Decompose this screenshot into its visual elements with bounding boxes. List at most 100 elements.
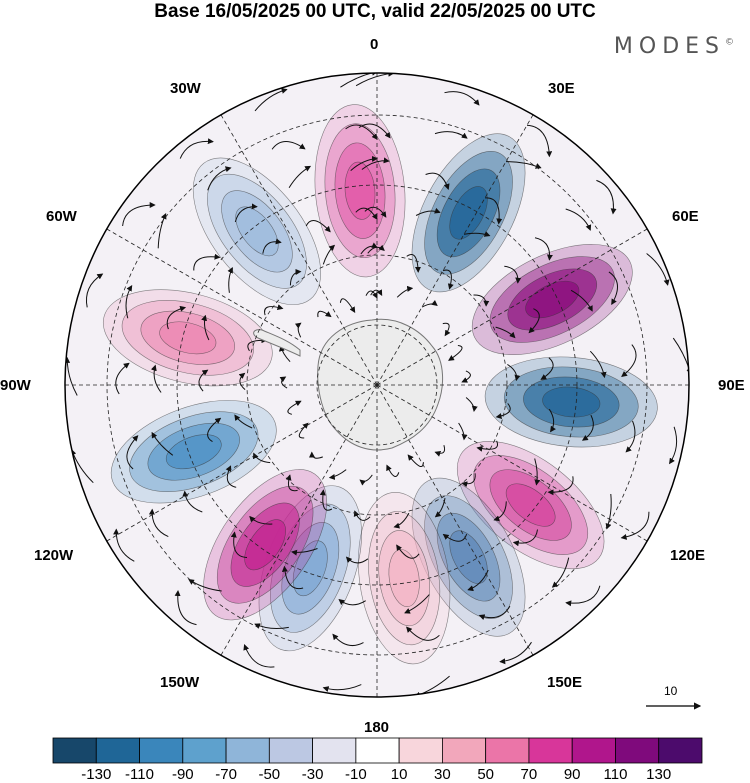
lon-label-90w: 90W <box>0 377 31 394</box>
streamline-42 <box>322 244 336 265</box>
colorbar-swatch-7 <box>355 737 400 764</box>
streamline-16 <box>279 376 288 389</box>
streamline-94 <box>625 420 636 453</box>
streamline-101 <box>188 579 222 592</box>
streamline-36 <box>252 452 271 464</box>
colorbar-label: 10 <box>390 766 408 783</box>
colorbar-swatch-9 <box>441 737 487 764</box>
streamline-82 <box>150 364 162 393</box>
meridian-240 <box>106 384 378 542</box>
streamline-3 <box>442 322 451 337</box>
colorbar <box>52 737 703 764</box>
streamline-51 <box>534 458 541 486</box>
lon-label-120e: 120E <box>670 547 706 564</box>
colorbar-swatch-13 <box>615 737 660 764</box>
streamline-66 <box>361 157 390 170</box>
graticule <box>65 73 689 697</box>
streamline-29 <box>476 440 498 452</box>
colorbar-swatch-5 <box>268 737 313 764</box>
streamline-86 <box>288 165 312 188</box>
streamline-56 <box>291 548 318 556</box>
streamline-131 <box>340 73 378 88</box>
streamline-90 <box>505 161 542 169</box>
colorbar-label: 50 <box>477 766 495 783</box>
streamline-116 <box>669 426 678 465</box>
streamline-79 <box>230 531 248 558</box>
colorbar-label: 30 <box>434 766 451 783</box>
colorbar-label: 70 <box>520 766 538 783</box>
streamline-104 <box>115 362 130 395</box>
colorbar-label: -110 <box>125 766 154 783</box>
anomaly-center-4 <box>456 440 605 570</box>
streamline-26 <box>495 326 516 339</box>
streamline-105 <box>125 285 133 319</box>
meridian-60 <box>376 228 648 386</box>
streamline-107 <box>207 166 232 191</box>
streamline-75 <box>467 569 489 592</box>
streamline-19 <box>317 310 332 318</box>
meridian-120 <box>376 384 648 542</box>
streamline-41 <box>289 268 302 286</box>
streamline-61 <box>201 314 210 341</box>
streamline-58 <box>225 465 237 488</box>
streamline-108 <box>271 141 306 150</box>
streamline-119 <box>499 641 532 665</box>
meridian-300 <box>106 228 378 386</box>
streamline-124 <box>113 528 135 562</box>
lon-label-60e: 60E <box>672 208 699 225</box>
streamline-12 <box>328 469 347 480</box>
colorbar-swatch-12 <box>571 737 616 764</box>
streamline-49 <box>540 357 554 380</box>
streamline-48 <box>528 308 540 334</box>
streamline-21 <box>365 290 378 299</box>
streamline-72 <box>581 414 594 441</box>
streamline-34 <box>319 489 333 511</box>
streamline-7 <box>458 422 468 441</box>
streamline-55 <box>345 556 369 564</box>
lon-label-150e: 150E <box>547 674 583 691</box>
lon-label-30e: 30E <box>548 80 575 97</box>
colorbar-swatch-11 <box>528 737 573 764</box>
streamline-100 <box>254 623 289 630</box>
anomaly-center-8 <box>203 469 328 621</box>
meridian-30 <box>376 114 534 386</box>
anomaly-center-2 <box>471 244 633 355</box>
streamline-67 <box>425 172 450 190</box>
lon-label-180: 180 <box>364 719 390 736</box>
streamline-123 <box>174 590 197 626</box>
colorbar-swatch-4 <box>225 737 270 764</box>
lon-label-150w: 150W <box>160 674 200 691</box>
streamline-87 <box>350 155 378 171</box>
streamline-69 <box>534 237 553 261</box>
colorbar-label: -10 <box>345 766 367 783</box>
streamline-8 <box>434 445 446 457</box>
map-border <box>64 72 690 698</box>
streamline-85 <box>234 203 258 223</box>
colorbar-label: -90 <box>171 766 194 783</box>
streamline-93 <box>621 344 637 378</box>
streamline-130 <box>254 87 288 112</box>
colorbar-swatch-10 <box>485 737 530 764</box>
streamline-45 <box>415 207 441 216</box>
streamline-80 <box>182 490 203 513</box>
streamline-111 <box>444 91 480 106</box>
streamline-6 <box>465 397 478 412</box>
streamline-25 <box>473 294 490 307</box>
streamline-91 <box>565 208 592 231</box>
colorbar-label: 110 <box>603 766 628 783</box>
streamline-28 <box>495 403 511 420</box>
lon-label-120w: 120W <box>34 547 74 564</box>
streamline-71 <box>589 350 607 379</box>
streamline-40 <box>264 304 284 316</box>
streamline-13 <box>308 451 323 459</box>
streamline-30 <box>461 473 476 488</box>
streamline-109 <box>345 124 378 140</box>
streamline-103 <box>126 435 139 470</box>
streamline-15 <box>287 400 302 415</box>
anomaly-center-3 <box>484 356 658 448</box>
streamline-96 <box>551 557 570 588</box>
anomaly-center-9 <box>110 400 277 504</box>
streamline-32 <box>393 512 410 529</box>
streamline-92 <box>608 271 618 306</box>
